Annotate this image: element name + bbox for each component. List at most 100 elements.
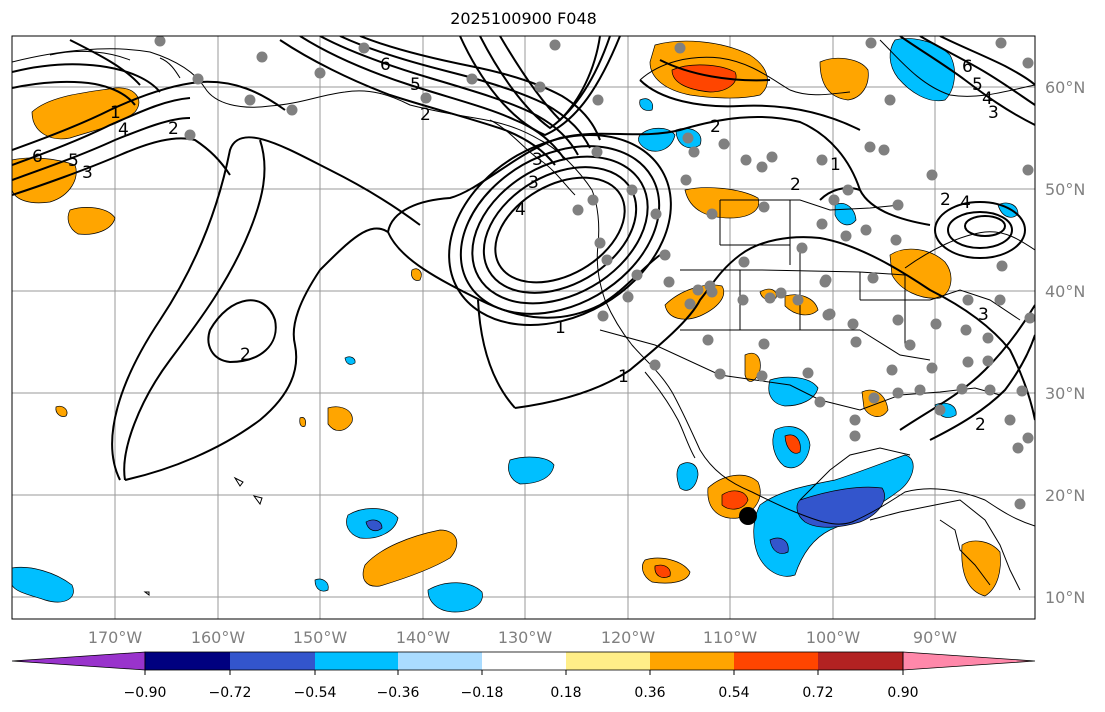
anomaly-fill: [676, 462, 699, 491]
anomaly-fill: [327, 406, 353, 431]
longitude-ticks: 170°W 160°W 150°W 140°W 130°W 120°W 110°W 100°W…: [88, 628, 957, 647]
anomaly-fill: [411, 268, 422, 281]
station-dot: [154, 36, 166, 47]
anomaly-fill: [684, 187, 760, 219]
station-dot: [822, 309, 834, 321]
anomaly-fill: [654, 564, 671, 578]
station-dot: [756, 161, 768, 173]
station-dot: [466, 73, 478, 85]
station-dot: [842, 184, 854, 196]
station-dot: [674, 42, 686, 54]
station-dot: [802, 367, 814, 379]
storm-center-marker: [739, 507, 757, 525]
contour-label: 2: [975, 415, 986, 435]
station-dot: [626, 184, 638, 196]
colorbar-segment: [650, 652, 734, 670]
station-dot: [314, 67, 326, 79]
contour-label: 3: [978, 305, 989, 325]
station-dot: [286, 104, 298, 116]
longitude-tick-label: 150°W: [293, 628, 348, 647]
longitude-tick-label: 130°W: [498, 628, 553, 647]
anomaly-fill: [961, 540, 1001, 597]
station-dot: [886, 364, 898, 376]
station-dot: [962, 356, 974, 368]
colorbar-segment: [734, 652, 818, 670]
latitude-tick-label: 20°N: [1045, 486, 1085, 505]
colorbar-segment: [398, 652, 482, 670]
station-dot: [892, 387, 904, 399]
colorbar-tick-label: −0.54: [294, 685, 337, 701]
colorbar-tick-label: −0.72: [209, 685, 252, 701]
contour-lines: [12, 36, 1035, 481]
contour-label: 1: [555, 318, 566, 338]
contour-label: 2: [790, 175, 801, 195]
station-dot: [738, 256, 750, 268]
map-panel: 6 5 4 3 2 1 6 5 4 3 2 1 2 2 2 2 1 1 3 4 …: [12, 36, 1035, 619]
contour-label: 2: [420, 105, 431, 125]
station-dot: [960, 324, 972, 336]
station-dot: [962, 294, 974, 306]
station-dot: [1016, 385, 1028, 397]
contour-label: 1: [830, 155, 841, 175]
station-dot: [601, 254, 613, 266]
station-dot: [572, 204, 584, 216]
station-dot: [868, 392, 880, 404]
station-dot: [847, 318, 859, 330]
station-dot: [718, 138, 730, 150]
station-dot: [816, 218, 828, 230]
station-dot: [878, 144, 890, 156]
anomaly-fill: [67, 207, 116, 235]
station-dot: [892, 314, 904, 326]
station-dot: [840, 230, 852, 242]
anomaly-fill: [508, 456, 555, 485]
longitude-tick-label: 90°W: [913, 628, 957, 647]
contour-labels: 6 5 4 3 2 1 6 5 4 3 2 1 2 2 2 2 1 1 3 4 …: [32, 55, 999, 435]
station-dot: [549, 39, 561, 51]
contour-label: 2: [240, 345, 251, 365]
map-title: 2025100900 F048: [450, 9, 597, 28]
contour-label: 1: [110, 103, 121, 123]
station-dot: [1022, 164, 1034, 176]
station-dot: [702, 334, 714, 346]
colorbar-tick-label: −0.90: [124, 685, 167, 701]
station-dot: [706, 286, 718, 298]
latitude-ticks: 60°N 50°N 40°N 30°N 20°N 10°N: [1045, 78, 1085, 607]
station-dot: [692, 284, 704, 296]
longitude-tick-label: 110°W: [703, 628, 758, 647]
anomaly-fill: [639, 98, 654, 111]
contour-label: 6: [380, 55, 391, 75]
anomaly-fill: [365, 519, 383, 532]
station-dot: [982, 355, 994, 367]
station-dot: [756, 370, 768, 382]
station-dot: [890, 234, 902, 246]
station-dot: [996, 260, 1008, 272]
station-dot: [1022, 57, 1034, 69]
station-dot: [926, 362, 938, 374]
station-dot: [1022, 432, 1034, 444]
station-dot: [682, 132, 694, 144]
station-dot: [587, 194, 599, 206]
station-dot: [649, 359, 661, 371]
station-dot: [192, 73, 204, 85]
station-dot: [764, 292, 776, 304]
contour-label: 4: [515, 200, 526, 220]
station-dot: [420, 92, 432, 104]
station-dot: [1024, 312, 1035, 324]
colorbar-segment: [482, 652, 566, 670]
station-dot: [930, 318, 942, 330]
station-dot: [650, 208, 662, 220]
latitude-tick-label: 30°N: [1045, 384, 1085, 403]
station-dot: [680, 174, 692, 186]
station-dot: [984, 384, 996, 396]
colorbar-segment: [902, 651, 1036, 671]
station-dot: [659, 249, 671, 261]
station-dot: [256, 51, 268, 63]
anomaly-fill: [768, 376, 819, 407]
station-dot: [597, 310, 609, 322]
anomaly-fill: [12, 567, 74, 603]
colorbar-tick-label: −0.36: [377, 685, 420, 701]
contour-label: 5: [410, 75, 421, 95]
station-dot: [737, 294, 749, 306]
anomaly-fill: [299, 417, 306, 427]
